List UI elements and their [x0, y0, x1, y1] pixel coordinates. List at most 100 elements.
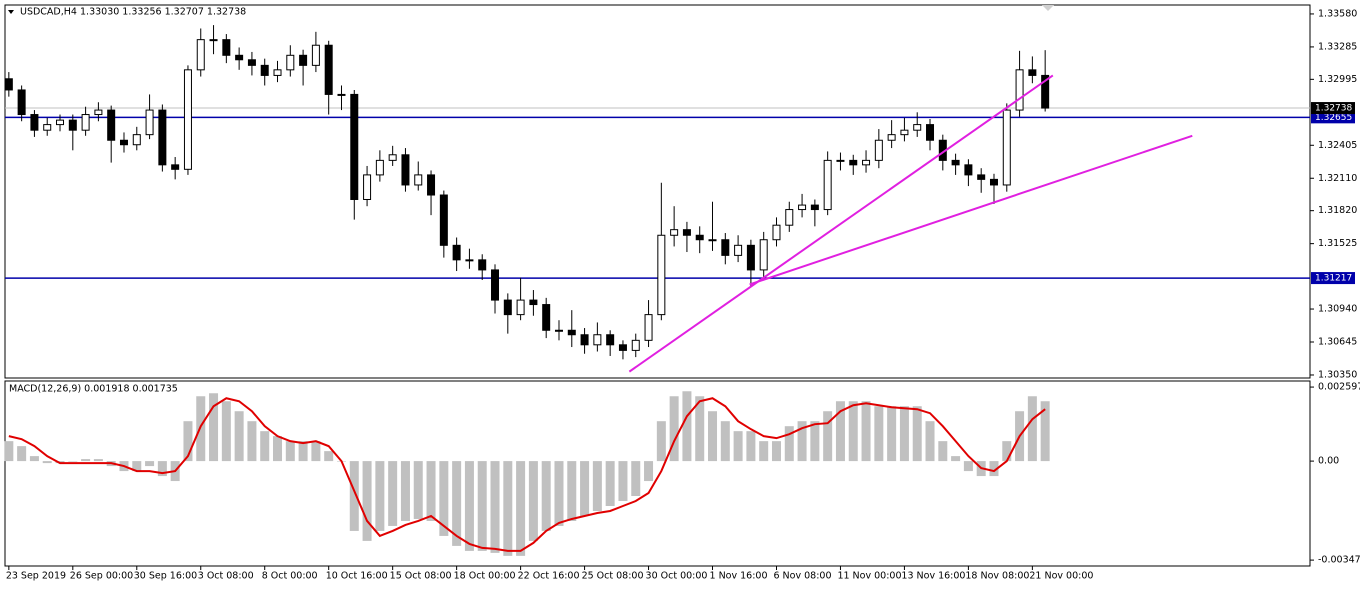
x-tick-label: 8 Oct 00:00: [262, 571, 318, 582]
candle-body: [593, 334, 602, 346]
macd-tick-label: 0.00: [1318, 456, 1339, 467]
candle-body: [926, 124, 935, 141]
menu-arrow[interactable]: [8, 10, 14, 14]
candle-body: [862, 159, 871, 166]
macd-tick-label: -0.003473: [1318, 555, 1360, 566]
histogram-bar: [592, 461, 602, 511]
candle-body: [746, 244, 755, 271]
histogram-bar: [1040, 401, 1050, 462]
histogram-bar: [157, 461, 167, 477]
x-tick-label: 30 Sep 16:00: [134, 571, 197, 582]
histogram-bar: [835, 401, 845, 462]
histogram-bar: [912, 406, 922, 462]
candle-body: [465, 259, 474, 262]
candle-body: [721, 239, 730, 256]
price-tag-label: 1.32738: [1315, 104, 1352, 114]
histogram-bar: [17, 446, 27, 462]
candle-body: [734, 244, 743, 256]
candle-body: [887, 134, 896, 141]
candle-body: [618, 344, 627, 351]
candle-body: [273, 69, 282, 76]
candle-body: [772, 224, 781, 241]
y-tick-label: 1.33285: [1318, 41, 1357, 52]
x-tick-label: 22 Oct 16:00: [518, 571, 580, 582]
histogram-bar: [388, 461, 398, 526]
x-tick-label: 15 Oct 08:00: [390, 571, 452, 582]
candle-body: [644, 314, 653, 341]
histogram-bar: [887, 406, 897, 462]
candle-body: [68, 119, 77, 131]
histogram-bar: [4, 441, 14, 462]
candle-body: [503, 299, 512, 316]
histogram-bar: [234, 411, 244, 462]
histogram-bar: [1002, 441, 1012, 462]
candle-body: [132, 134, 141, 146]
histogram-bar: [426, 461, 436, 521]
signal-line: [8, 397, 1046, 552]
candle-body: [209, 39, 218, 42]
histogram-bar: [759, 441, 769, 462]
candle-body: [695, 234, 704, 241]
y-tick-label: 1.33580: [1318, 8, 1357, 19]
candle-body: [81, 114, 90, 131]
histogram-bar: [311, 441, 321, 462]
candle-body: [17, 89, 26, 116]
histogram-bar: [951, 456, 961, 462]
candle-body: [388, 154, 397, 161]
candle-body: [324, 44, 333, 95]
y-tick-label: 1.32995: [1318, 74, 1357, 85]
histogram-bar: [324, 451, 334, 462]
histogram-bar: [669, 396, 679, 462]
histogram-bar: [528, 461, 538, 541]
histogram-bar: [605, 461, 615, 506]
y-tick-label: 1.32110: [1318, 173, 1357, 184]
histogram-bar: [375, 461, 385, 531]
histogram-bar: [298, 441, 308, 462]
symbol-label: USDCAD,H4: [20, 7, 77, 18]
candle-body: [260, 64, 269, 76]
histogram-bar: [285, 441, 295, 462]
y-tick-label: 1.31525: [1318, 238, 1357, 249]
trendline: [628, 74, 1054, 373]
histogram-bar: [874, 406, 884, 462]
x-tick-label: 25 Oct 08:00: [582, 571, 644, 582]
candle-body: [350, 93, 359, 200]
ohlc-label: 1.33030 1.33256 1.32707 1.32738: [80, 7, 246, 18]
price-tag-label: 1.32655: [1315, 113, 1352, 123]
candle-body: [567, 329, 576, 336]
x-tick-label: 21 Nov 00:00: [1029, 571, 1093, 582]
candle-body: [823, 159, 832, 211]
candle-body: [900, 129, 909, 136]
candle-body: [401, 154, 410, 186]
candle-body: [606, 334, 615, 346]
histogram-bar: [797, 421, 807, 462]
candle-body: [375, 159, 384, 176]
candle-body: [235, 54, 244, 61]
candle-body: [43, 124, 52, 131]
candle-body: [1041, 74, 1050, 109]
histogram-bar: [247, 421, 257, 462]
y-tick-label: 1.30645: [1318, 337, 1357, 348]
candle-body: [94, 109, 103, 116]
candle-body: [183, 69, 192, 170]
candle-body: [798, 204, 807, 211]
x-tick-label: 10 Oct 16:00: [326, 571, 388, 582]
macd-tick-label: 0.002597: [1318, 382, 1360, 393]
histogram-bar: [618, 461, 628, 502]
histogram-bar: [29, 456, 39, 462]
candle-body: [951, 159, 960, 166]
candle-body: [439, 194, 448, 246]
candle-body: [107, 109, 116, 141]
histogram-bar: [746, 431, 756, 462]
x-tick-label: 26 Sep 00:00: [70, 571, 133, 582]
candle-body: [554, 329, 563, 332]
histogram-bar: [132, 461, 142, 472]
candle-body: [913, 124, 922, 131]
candle-body: [580, 334, 589, 346]
candle-body: [516, 299, 525, 316]
candle-body: [542, 304, 551, 331]
candle-body: [158, 109, 167, 166]
histogram-bar: [823, 411, 833, 462]
histogram-bar: [861, 401, 871, 462]
histogram-bar: [490, 461, 500, 553]
